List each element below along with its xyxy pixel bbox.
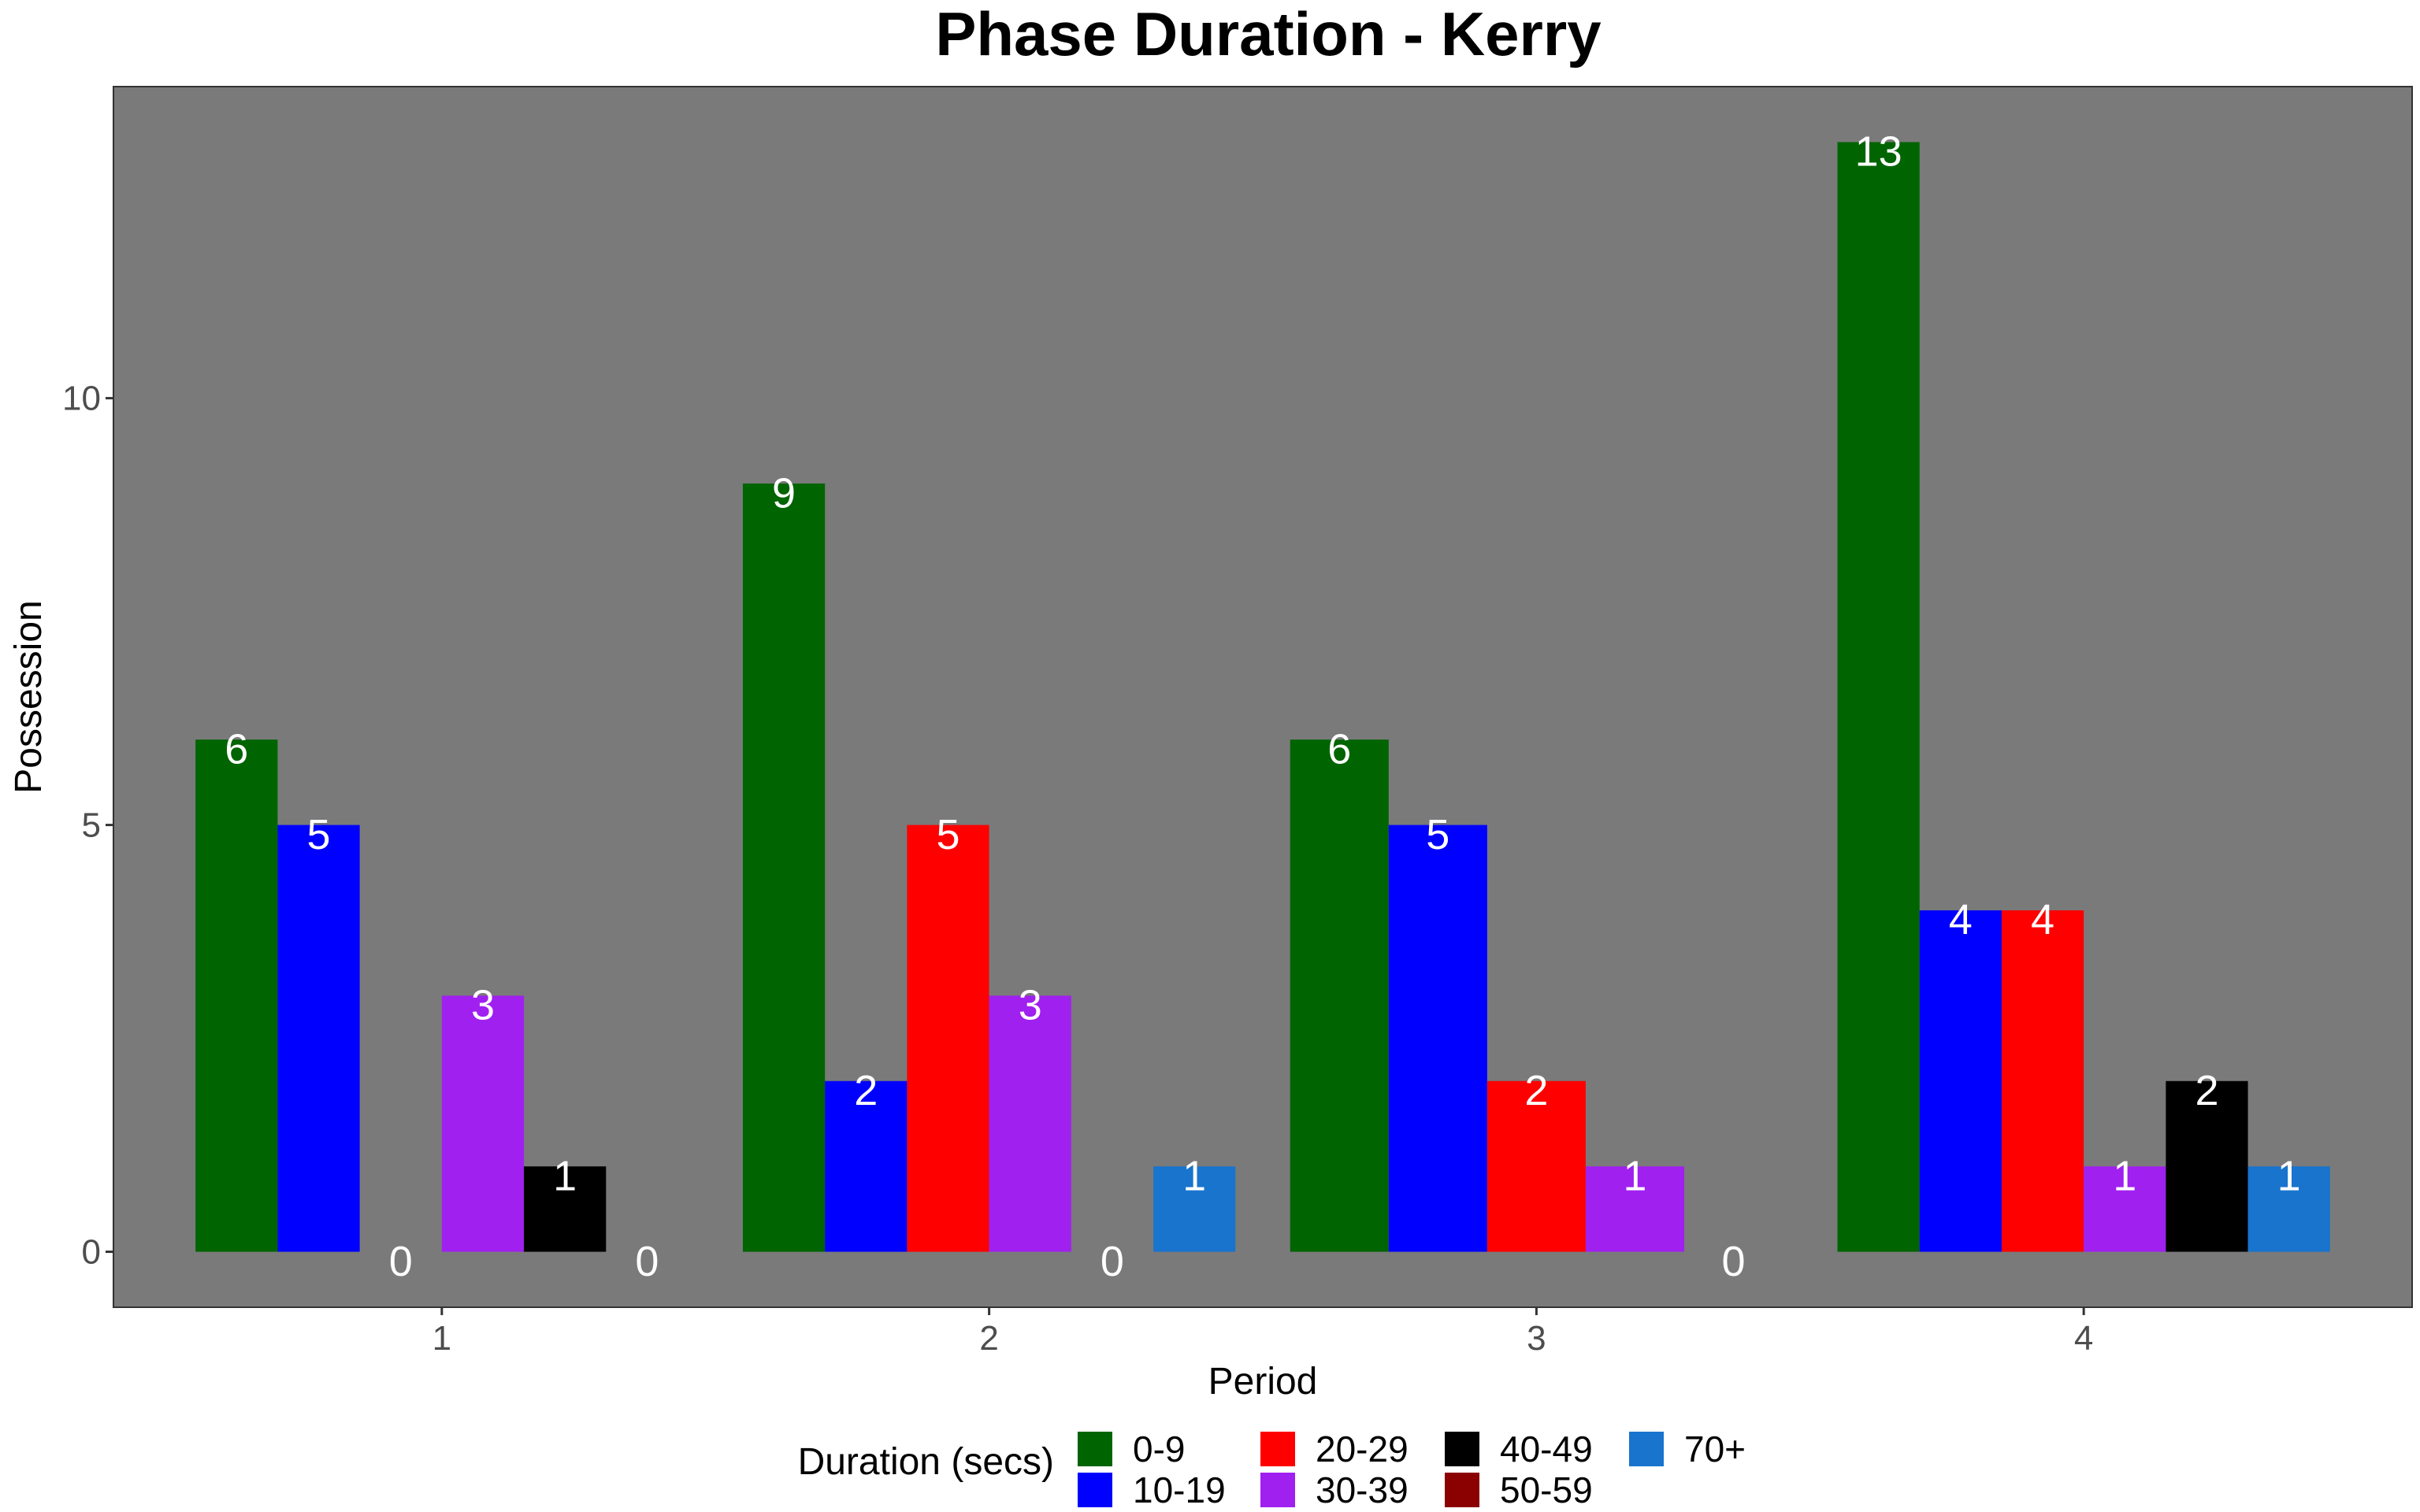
legend-label: 10-19 bbox=[1133, 1469, 1226, 1510]
bar bbox=[989, 995, 1071, 1252]
x-tick-label: 3 bbox=[1527, 1319, 1546, 1358]
bar bbox=[742, 484, 826, 1252]
x-tick-label: 1 bbox=[432, 1319, 451, 1358]
data-label: 2 bbox=[854, 1067, 878, 1114]
legend-key bbox=[1629, 1432, 1664, 1466]
bar bbox=[1388, 825, 1487, 1252]
legend-key bbox=[1260, 1473, 1295, 1507]
bar bbox=[2247, 1166, 2330, 1252]
legend-label: 70+ bbox=[1684, 1429, 1746, 1469]
bar bbox=[195, 739, 278, 1252]
legend-label: 30-39 bbox=[1316, 1469, 1409, 1510]
x-tick-label: 4 bbox=[2074, 1319, 2093, 1358]
bar bbox=[1585, 1166, 1684, 1252]
x-axis-title: Period bbox=[1208, 1361, 1318, 1403]
data-label: 0 bbox=[635, 1238, 659, 1285]
legend-key bbox=[1445, 1473, 1479, 1507]
legend-title: Duration (secs) bbox=[798, 1441, 1054, 1483]
bar bbox=[524, 1166, 607, 1252]
legend-label: 50-59 bbox=[1500, 1469, 1593, 1510]
data-label: 1 bbox=[1623, 1152, 1646, 1199]
data-label: 1 bbox=[553, 1152, 577, 1199]
legend-key bbox=[1078, 1432, 1112, 1466]
y-tick-label: 0 bbox=[82, 1233, 101, 1272]
data-label: 3 bbox=[1019, 982, 1042, 1029]
legend-key bbox=[1078, 1473, 1112, 1507]
data-label: 5 bbox=[307, 811, 331, 858]
data-label: 3 bbox=[471, 982, 495, 1029]
bar bbox=[907, 825, 989, 1252]
bar bbox=[1487, 1080, 1586, 1252]
legend-label: 0-9 bbox=[1133, 1429, 1185, 1469]
bars bbox=[195, 142, 2330, 1252]
bar bbox=[2084, 1166, 2166, 1252]
x-tick-label: 2 bbox=[979, 1319, 998, 1358]
legend-key bbox=[1260, 1432, 1295, 1466]
bar bbox=[2166, 1080, 2248, 1252]
data-label: 2 bbox=[2195, 1067, 2218, 1114]
data-label: 1 bbox=[1182, 1152, 1206, 1199]
data-label: 4 bbox=[2031, 896, 2054, 943]
x-axis: 1 2 3 4 bbox=[432, 1307, 2093, 1358]
data-label: 6 bbox=[225, 725, 248, 773]
y-axis-title: Possession bbox=[8, 600, 50, 793]
legend-label: 40-49 bbox=[1500, 1429, 1593, 1469]
y-tick-label: 10 bbox=[62, 380, 101, 418]
bar bbox=[1290, 739, 1389, 1252]
bar bbox=[2001, 910, 2084, 1252]
bar bbox=[441, 995, 525, 1252]
bar bbox=[1153, 1166, 1236, 1252]
legend-key bbox=[1445, 1432, 1479, 1466]
y-axis: 0 5 10 bbox=[62, 380, 113, 1272]
data-label: 0 bbox=[1721, 1238, 1745, 1285]
bar bbox=[825, 1080, 908, 1252]
bar bbox=[1837, 142, 1920, 1252]
y-tick-label: 5 bbox=[82, 806, 101, 845]
data-label: 2 bbox=[1524, 1067, 1548, 1114]
data-label: 9 bbox=[772, 469, 796, 517]
bar bbox=[277, 825, 360, 1252]
data-label: 4 bbox=[1949, 896, 1973, 943]
chart-title: Phase Duration - Kerry bbox=[935, 0, 1601, 69]
data-label: 13 bbox=[1855, 128, 1902, 176]
data-label: 5 bbox=[936, 811, 959, 858]
legend-label: 20-29 bbox=[1316, 1429, 1409, 1469]
data-label: 1 bbox=[2277, 1152, 2301, 1199]
data-label: 0 bbox=[1101, 1238, 1124, 1285]
data-label: 5 bbox=[1426, 811, 1449, 858]
data-label: 0 bbox=[389, 1238, 413, 1285]
data-label: 6 bbox=[1327, 725, 1351, 773]
data-labels: 6 5 0 3 1 0 9 2 5 3 0 1 6 5 2 1 0 13 4 4 1 2 1 bbox=[225, 128, 2300, 1285]
bar bbox=[1919, 910, 2002, 1252]
data-label: 1 bbox=[2113, 1152, 2136, 1199]
